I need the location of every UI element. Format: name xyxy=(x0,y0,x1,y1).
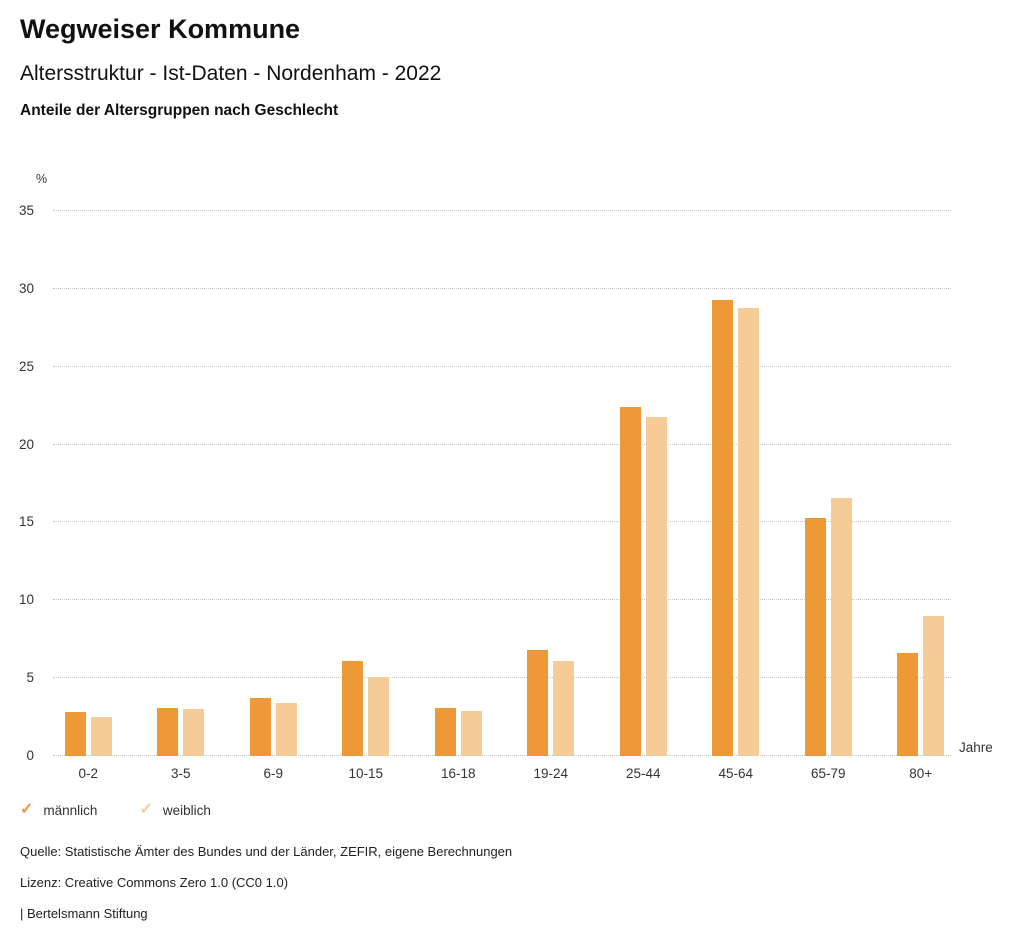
bar-group-16-18: 16-18 xyxy=(412,211,505,781)
checkmark-icon: ✓ xyxy=(20,801,34,818)
x-tick-label: 0-2 xyxy=(78,766,98,781)
bar-group-0-2: 0-2 xyxy=(42,211,135,781)
bar-weiblich-19-24 xyxy=(553,661,575,756)
bar-männlich-65-79 xyxy=(804,517,826,756)
y-tick-label: 10 xyxy=(18,592,34,608)
gridline xyxy=(53,521,951,523)
x-tick-label: 3-5 xyxy=(170,766,191,781)
bar-group-3-5: 3-5 xyxy=(135,211,228,781)
bar-weiblich-25-44 xyxy=(645,416,667,756)
legend: ✓ männlich ✓ weiblich xyxy=(20,802,211,818)
bar-group-25-44: 25-44 xyxy=(597,211,690,781)
chart-subtitle: Altersstruktur - Ist-Daten - Nordenham -… xyxy=(20,62,442,85)
y-tick-label: 5 xyxy=(26,670,34,686)
bar-weiblich-45-64 xyxy=(738,307,760,756)
legend-item-maennlich[interactable]: ✓ männlich xyxy=(20,802,97,818)
y-tick-label: 30 xyxy=(18,280,34,296)
chart-heading: Anteile der Altersgruppen nach Geschlech… xyxy=(20,102,339,119)
y-tick-label: 25 xyxy=(18,358,34,374)
bar-weiblich-80+ xyxy=(923,615,945,756)
attribution-note: | Bertelsmann Stiftung xyxy=(20,906,148,921)
x-tick-label: 10-15 xyxy=(348,766,384,781)
bar-group-45-64: 45-64 xyxy=(690,211,783,781)
bar-weiblich-65-79 xyxy=(830,497,852,756)
source-note: Quelle: Statistische Ämter des Bundes un… xyxy=(20,844,513,859)
y-axis-unit-label: % xyxy=(36,172,48,186)
bar-weiblich-10-15 xyxy=(368,676,390,756)
x-tick-label: 16-18 xyxy=(440,766,476,781)
x-tick-label: 80+ xyxy=(909,766,933,781)
bar-weiblich-6-9 xyxy=(275,703,297,756)
gridline xyxy=(53,287,951,289)
bar-chart-plot-area: 0-2 3-5 6-9 10-15 16-18 19-24 25-44 45-64 65-79 8… xyxy=(42,210,968,781)
gridline xyxy=(53,755,951,756)
x-tick-label: 19-24 xyxy=(533,766,569,781)
x-axis-unit-label: Jahre xyxy=(959,740,993,755)
license-note: Lizenz: Creative Commons Zero 1.0 (CC0 1… xyxy=(20,875,289,890)
x-tick-label: 6-9 xyxy=(263,766,283,781)
page-title: Wegweiser Kommune xyxy=(20,14,301,44)
gridline xyxy=(53,599,951,601)
legend-label: männlich xyxy=(43,802,98,818)
bar-group-6-9: 6-9 xyxy=(227,211,320,781)
bar-weiblich-0-2 xyxy=(90,717,112,756)
legend-label: weiblich xyxy=(162,802,211,818)
gridline xyxy=(53,677,951,679)
y-tick-label: 35 xyxy=(18,203,34,218)
gridline xyxy=(53,210,951,211)
bar-männlich-80+ xyxy=(897,653,919,756)
bar-männlich-3-5 xyxy=(157,707,179,756)
x-tick-label: 45-64 xyxy=(718,766,754,781)
bar-group-19-24: 19-24 xyxy=(505,211,598,781)
bar-groups: 0-2 3-5 6-9 10-15 16-18 19-24 25-44 45-64 65-79 8… xyxy=(42,211,968,781)
bar-männlich-19-24 xyxy=(527,650,549,756)
bar-männlich-10-15 xyxy=(342,661,364,756)
gridline xyxy=(53,443,951,445)
legend-item-weiblich[interactable]: ✓ weiblich xyxy=(139,802,210,818)
bar-weiblich-16-18 xyxy=(460,710,482,756)
y-tick-label: 15 xyxy=(18,514,34,530)
y-tick-label: 0 xyxy=(26,748,34,763)
x-tick-label: 25-44 xyxy=(625,766,661,781)
bar-männlich-16-18 xyxy=(434,707,456,756)
y-axis-tick-labels: 0 5 10 15 20 25 30 35 xyxy=(0,204,34,763)
bar-männlich-25-44 xyxy=(619,407,641,756)
bar-männlich-0-2 xyxy=(64,712,86,756)
bar-männlich-6-9 xyxy=(249,698,271,756)
bar-weiblich-3-5 xyxy=(183,709,205,756)
x-tick-label: 65-79 xyxy=(810,766,846,781)
header: Wegweiser Kommune Altersstruktur - Ist-D… xyxy=(20,14,441,120)
checkmark-icon: ✓ xyxy=(139,801,153,818)
gridline xyxy=(53,365,951,367)
bar-group-80+: 80+ xyxy=(875,211,968,781)
y-tick-label: 20 xyxy=(18,436,34,452)
bar-männlich-45-64 xyxy=(712,299,734,756)
bar-group-65-79: 65-79 xyxy=(782,211,875,781)
bar-group-10-15: 10-15 xyxy=(320,211,413,781)
